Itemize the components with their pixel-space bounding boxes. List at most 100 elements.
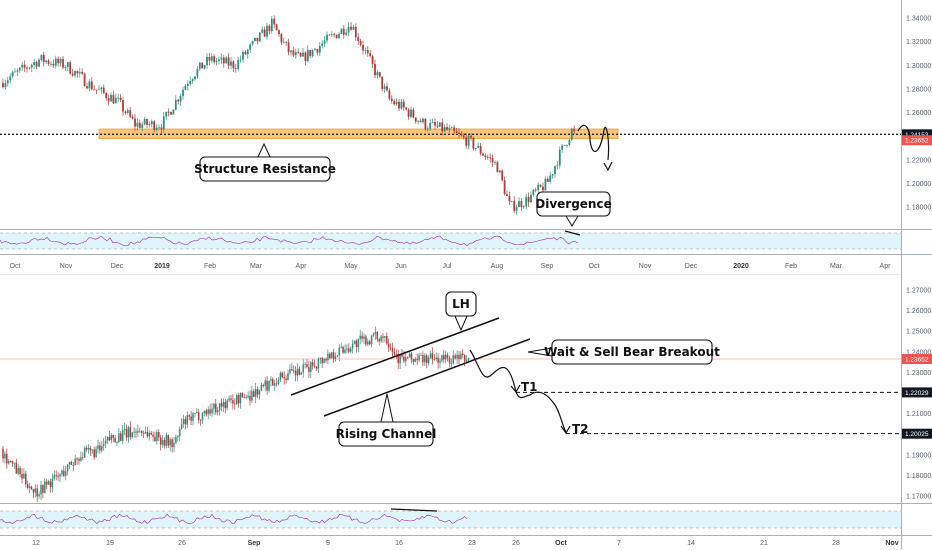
candle-body[interactable]	[76, 458, 78, 460]
candle-body[interactable]	[40, 54, 43, 60]
candle-body[interactable]	[184, 418, 187, 425]
candle-body[interactable]	[9, 76, 12, 81]
candle-body[interactable]	[458, 354, 460, 360]
candle-body[interactable]	[342, 346, 344, 353]
candle-body[interactable]	[515, 207, 518, 211]
rising-channel-callout-box[interactable]	[338, 421, 434, 447]
candle-body[interactable]	[426, 128, 429, 130]
candle-body[interactable]	[74, 71, 76, 76]
candle-body[interactable]	[467, 358, 470, 361]
candle-body[interactable]	[17, 468, 19, 474]
candle-body[interactable]	[224, 402, 227, 409]
candle-body[interactable]	[198, 62, 201, 69]
candle-body[interactable]	[556, 165, 559, 167]
candle-body[interactable]	[319, 357, 322, 360]
candle-body[interactable]	[18, 67, 21, 71]
candle-body[interactable]	[568, 139, 571, 145]
candle-body[interactable]	[429, 353, 432, 358]
candle-body[interactable]	[494, 162, 496, 163]
candle-body[interactable]	[218, 59, 220, 61]
candle-body[interactable]	[93, 449, 95, 458]
candle-body[interactable]	[275, 383, 278, 385]
candle-body[interactable]	[503, 180, 506, 195]
candle-body[interactable]	[477, 145, 480, 148]
candle-body[interactable]	[482, 153, 484, 156]
candle-body[interactable]	[220, 403, 223, 407]
candle-body[interactable]	[349, 348, 352, 352]
candle-body[interactable]	[383, 86, 386, 89]
candle-body[interactable]	[414, 358, 417, 362]
candle-body[interactable]	[42, 54, 45, 63]
candle-body[interactable]	[280, 34, 283, 43]
candle-body[interactable]	[397, 353, 399, 364]
candle-body[interactable]	[150, 121, 153, 125]
candle-body[interactable]	[508, 195, 511, 202]
candle-body[interactable]	[148, 432, 151, 437]
candle-body[interactable]	[45, 60, 48, 63]
candle-body[interactable]	[232, 61, 235, 69]
candle-body[interactable]	[321, 357, 323, 364]
candle-body[interactable]	[346, 348, 348, 350]
lh-callout-box[interactable]	[445, 291, 477, 317]
candle-body[interactable]	[90, 81, 93, 90]
candle-body[interactable]	[38, 494, 40, 497]
candle-body[interactable]	[32, 489, 35, 493]
candle-body[interactable]	[135, 431, 137, 433]
candle-body[interactable]	[422, 118, 424, 123]
candle-body[interactable]	[11, 71, 14, 77]
candle-body[interactable]	[34, 488, 37, 493]
candle-body[interactable]	[2, 82, 4, 88]
candle-body[interactable]	[162, 116, 165, 130]
candle-body[interactable]	[418, 355, 420, 361]
candle-body[interactable]	[420, 354, 422, 356]
candle-body[interactable]	[551, 174, 554, 176]
candle-body[interactable]	[345, 32, 348, 35]
candle-body[interactable]	[357, 37, 360, 42]
candle-body[interactable]	[47, 481, 50, 485]
candle-body[interactable]	[484, 155, 487, 158]
candle-body[interactable]	[313, 365, 316, 367]
candle-body[interactable]	[206, 56, 208, 66]
candle-body[interactable]	[357, 339, 360, 348]
candle-body[interactable]	[408, 353, 411, 358]
candle-body[interactable]	[6, 453, 8, 464]
candle-body[interactable]	[52, 63, 55, 66]
candle-body[interactable]	[165, 435, 168, 446]
candle-body[interactable]	[122, 100, 124, 112]
candle-body[interactable]	[131, 432, 133, 438]
candle-body[interactable]	[448, 357, 451, 364]
candle-body[interactable]	[208, 56, 211, 61]
candle-body[interactable]	[91, 449, 94, 451]
candle-body[interactable]	[227, 57, 230, 66]
candle-body[interactable]	[363, 336, 365, 339]
candle-body[interactable]	[49, 481, 52, 487]
candle-body[interactable]	[431, 353, 434, 359]
candle-body[interactable]	[266, 380, 268, 391]
candle-body[interactable]	[374, 63, 376, 76]
candle-body[interactable]	[333, 34, 336, 36]
candle-body[interactable]	[114, 97, 117, 104]
candle-body[interactable]	[332, 352, 335, 360]
candle-body[interactable]	[534, 189, 537, 191]
candle-body[interactable]	[61, 470, 63, 475]
candle-body[interactable]	[444, 354, 447, 360]
candle-body[interactable]	[21, 474, 23, 479]
candle-body[interactable]	[315, 366, 318, 369]
candle-body[interactable]	[287, 42, 290, 53]
candle-body[interactable]	[88, 81, 91, 89]
candle-body[interactable]	[19, 468, 21, 475]
candle-body[interactable]	[306, 49, 309, 62]
candle-body[interactable]	[85, 447, 88, 450]
candle-body[interactable]	[450, 363, 453, 364]
candle-body[interactable]	[365, 336, 367, 345]
candle-body[interactable]	[124, 111, 127, 113]
candle-body[interactable]	[120, 433, 122, 441]
candle-body[interactable]	[199, 419, 202, 421]
candle-body[interactable]	[59, 474, 61, 477]
candle-body[interactable]	[441, 355, 443, 361]
candle-body[interactable]	[133, 431, 135, 433]
candle-body[interactable]	[270, 18, 273, 32]
candle-body[interactable]	[458, 132, 460, 134]
candle-body[interactable]	[279, 372, 282, 380]
